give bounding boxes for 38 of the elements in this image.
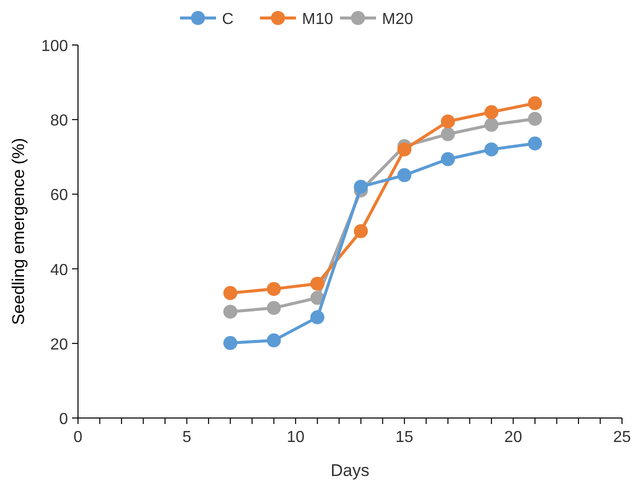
point xyxy=(310,310,324,324)
point xyxy=(484,118,498,132)
point xyxy=(266,300,281,315)
point xyxy=(223,286,238,300)
point xyxy=(528,96,542,110)
y-tick-label: 0 xyxy=(59,411,68,428)
x-tick-label: 20 xyxy=(504,429,522,446)
point xyxy=(397,142,412,156)
y-tick-label: 20 xyxy=(50,336,68,354)
point xyxy=(266,282,281,296)
y-axis-title: Seedling emergence (%) xyxy=(9,138,28,326)
point xyxy=(310,276,324,291)
legend-label: M20 xyxy=(382,11,414,28)
legend-label: M10 xyxy=(302,11,334,28)
point xyxy=(440,114,455,128)
point xyxy=(484,105,498,120)
x-tick-label: 0 xyxy=(74,429,83,446)
x-axis-title: Days xyxy=(330,461,370,480)
y-tick-label: 100 xyxy=(41,38,68,55)
y-tick-label: 60 xyxy=(50,187,68,204)
point xyxy=(354,224,368,238)
point xyxy=(397,168,412,182)
point xyxy=(528,136,542,150)
point xyxy=(266,333,281,348)
x-tick-label: 5 xyxy=(182,429,192,446)
x-tick-label: 10 xyxy=(286,429,305,446)
x-tick-label: 25 xyxy=(613,429,631,446)
point xyxy=(484,142,498,156)
y-tick-label: 40 xyxy=(50,262,68,279)
point xyxy=(223,304,238,319)
y-tick-label: 80 xyxy=(50,112,68,130)
point xyxy=(440,152,455,166)
point xyxy=(528,112,542,126)
x-tick-label: 15 xyxy=(396,429,414,446)
point xyxy=(440,127,455,142)
legend-label: C xyxy=(222,11,234,28)
point xyxy=(223,336,238,350)
point xyxy=(354,180,368,194)
